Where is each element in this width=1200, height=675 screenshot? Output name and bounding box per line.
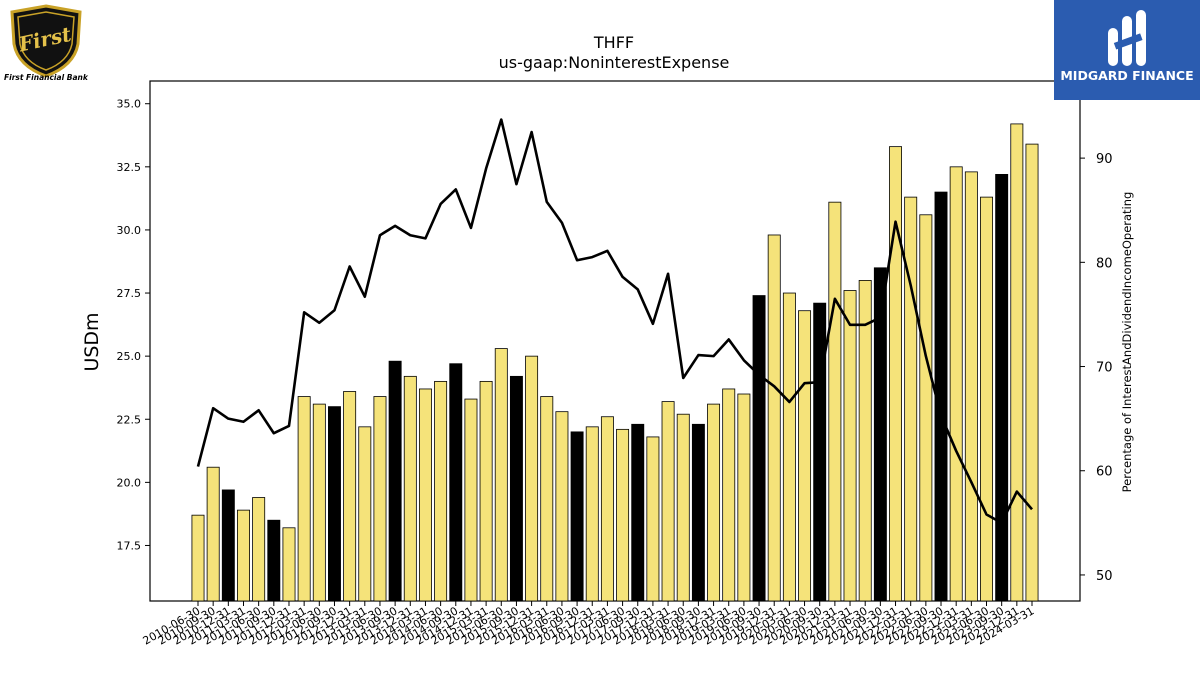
x-axis: 2010-06-302010-09-302010-12-312011-03-31…: [141, 601, 1037, 648]
y-axis-label: USDm: [81, 312, 103, 371]
bar: [191, 514, 205, 602]
y2-tick-label: 70: [1096, 361, 1113, 376]
bar: [889, 146, 902, 602]
bar: [282, 527, 296, 602]
bar: [479, 380, 493, 602]
bar: [980, 196, 993, 602]
logo-right-name: MIDGARD FINANCE: [1060, 68, 1194, 83]
y-tick-label: 20.0: [117, 476, 142, 489]
bar: [843, 290, 857, 602]
chart-subtitle: us-gaap:NoninterestExpense: [499, 53, 730, 72]
bar: [464, 398, 478, 602]
bar: [631, 423, 645, 602]
bar: [661, 401, 675, 602]
bar: [252, 497, 266, 602]
bar: [237, 509, 250, 602]
bar: [752, 295, 766, 602]
bar: [813, 302, 827, 602]
bar: [343, 391, 357, 602]
bar: [418, 388, 432, 602]
bar: [646, 436, 660, 602]
bar: [722, 388, 736, 602]
y2-axis-label: Percentage of InterestAndDividendIncomeO…: [1120, 192, 1134, 493]
logo-left-name: First Financial Bank: [4, 73, 88, 82]
y2-tick-label: 80: [1096, 256, 1113, 271]
bar: [312, 403, 326, 602]
bar: [600, 416, 614, 602]
y2-tick-label: 60: [1096, 465, 1113, 480]
bar: [525, 355, 539, 602]
bar: [904, 196, 918, 602]
y-axis-left: 17.5 20.0 22.5 25.0 27.5 30.0 32.5 35.0: [117, 98, 150, 552]
y-tick-label: 35.0: [117, 98, 142, 111]
midgard-emblem-icon: [1108, 10, 1146, 66]
bar: [995, 173, 1009, 602]
bar: [555, 411, 569, 602]
bar: [798, 310, 812, 602]
bar: [691, 423, 705, 602]
bar: [1025, 143, 1039, 602]
bar: [221, 489, 235, 602]
midgard-finance-logo: [1054, 0, 1200, 100]
bar: [767, 234, 781, 602]
bar: [1010, 123, 1024, 602]
bar-series: [191, 123, 1039, 602]
bar: [373, 396, 387, 602]
bar: [388, 360, 402, 602]
bar: [206, 466, 220, 602]
y2-tick-label: 90: [1096, 152, 1113, 167]
plot-area-border: [149, 80, 1081, 602]
bar: [570, 431, 584, 602]
bar: [919, 214, 933, 602]
plot-frame: [149, 80, 1081, 602]
y2-tick-label: 50: [1096, 569, 1113, 584]
bar: [616, 428, 630, 602]
y-tick-label: 30.0: [117, 224, 142, 237]
first-financial-bank-logo: First: [10, 4, 82, 78]
y-tick-label: 25.0: [117, 350, 142, 363]
bar: [949, 166, 963, 602]
y-tick-label: 22.5: [117, 413, 142, 426]
bar: [358, 426, 372, 602]
y-tick-label: 27.5: [117, 287, 142, 300]
bar: [509, 375, 523, 602]
bar: [828, 201, 842, 602]
bar: [449, 363, 463, 602]
bar: [737, 393, 751, 602]
bar: [964, 171, 978, 602]
y-tick-label: 17.5: [117, 539, 142, 552]
line-path: [196, 118, 1033, 525]
bar: [858, 280, 872, 602]
bar: [328, 406, 341, 602]
chart-title: THFF: [593, 33, 634, 52]
bar: [585, 426, 599, 602]
y-axis-right: 50 60 70 80 90: [1080, 152, 1113, 584]
bar: [676, 413, 690, 602]
bar: [494, 348, 508, 602]
bar: [707, 403, 721, 602]
bar: [434, 380, 448, 602]
bar: [782, 292, 796, 602]
line-series: [196, 118, 1033, 525]
bar: [540, 396, 554, 602]
bar: [403, 375, 417, 602]
bar: [297, 396, 311, 602]
y-tick-label: 32.5: [117, 161, 142, 174]
bar: [267, 519, 281, 602]
